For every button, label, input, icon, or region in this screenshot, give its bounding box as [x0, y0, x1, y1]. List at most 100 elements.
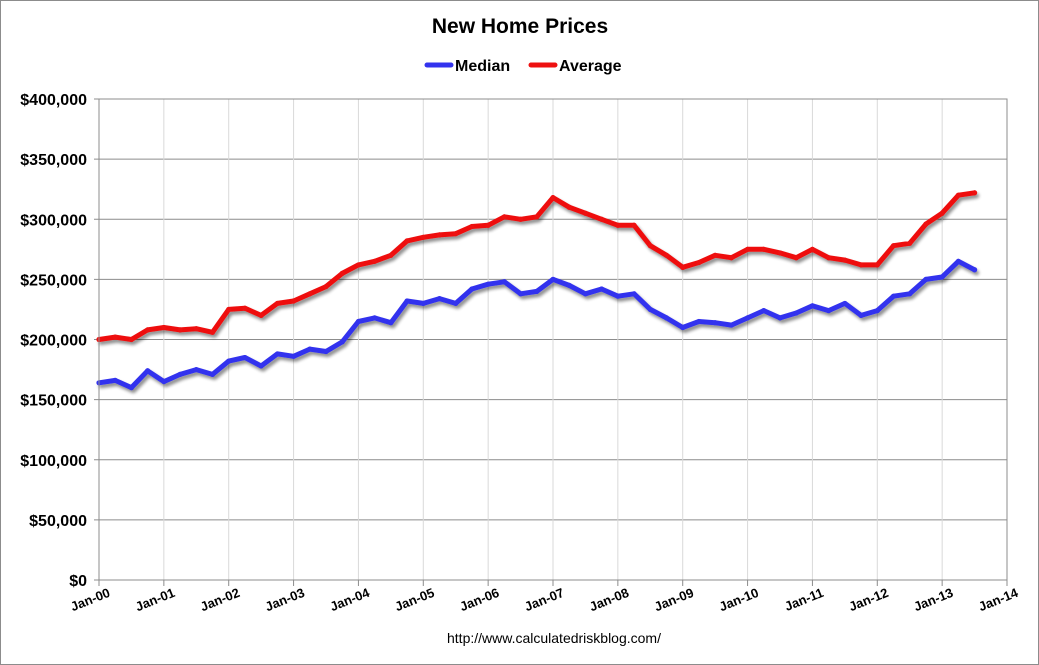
y-tick-label: $300,000: [20, 212, 87, 229]
x-tick-label: Jan-03: [263, 585, 307, 614]
data-point: [388, 252, 394, 258]
x-tick-label: Jan-06: [457, 585, 501, 614]
data-point: [258, 312, 264, 319]
data-point: [226, 306, 232, 313]
x-tick-label: Jan-05: [393, 585, 437, 614]
data-point: [566, 204, 572, 210]
chart-title: New Home Prices: [432, 15, 608, 38]
y-tick-label: $50,000: [29, 513, 87, 530]
data-point: [274, 351, 280, 357]
legend: Median Average: [424, 58, 622, 75]
data-point: [582, 291, 589, 297]
data-point: [599, 286, 605, 292]
data-point: [858, 312, 864, 319]
data-point: [874, 308, 880, 314]
data-point: [517, 216, 524, 222]
data-point: [842, 300, 848, 307]
data-point: [744, 246, 751, 252]
y-tick-label: $400,000: [20, 92, 87, 109]
data-point: [939, 274, 945, 280]
data-point: [955, 258, 961, 264]
data-point: [550, 276, 556, 282]
data-point: [404, 298, 410, 304]
data-point: [680, 264, 686, 270]
data-point: [842, 257, 848, 263]
data-point: [339, 270, 345, 276]
data-point: [761, 308, 767, 314]
data-point: [907, 240, 913, 246]
data-point: [193, 326, 199, 332]
data-point: [453, 231, 459, 237]
data-point: [469, 223, 475, 230]
x-tick-label: Jan-02: [198, 585, 242, 614]
data-point: [728, 322, 734, 328]
data-point: [274, 300, 280, 307]
legend-label-average: Average: [559, 58, 622, 75]
legend-label-median: Median: [455, 58, 510, 75]
data-point: [226, 358, 232, 364]
data-point: [939, 210, 945, 216]
data-point: [209, 329, 216, 335]
data-point: [696, 259, 702, 266]
data-point: [436, 296, 443, 302]
data-point: [534, 214, 540, 220]
data-point: [323, 348, 329, 355]
series-median: [96, 258, 978, 391]
data-point: [744, 315, 751, 321]
data-point: [242, 305, 248, 311]
x-tick-label: Jan-12: [847, 585, 891, 614]
data-point: [469, 286, 475, 292]
data-point: [793, 310, 799, 316]
data-point: [372, 258, 378, 264]
y-tick-label: $350,000: [20, 152, 87, 169]
data-point: [453, 300, 459, 307]
data-point: [420, 234, 426, 240]
data-point: [501, 214, 507, 220]
x-tick-label: Jan-08: [587, 585, 631, 614]
data-point: [793, 255, 799, 261]
data-point: [372, 315, 378, 321]
data-point: [777, 250, 783, 256]
plot-area-border: [98, 98, 1008, 581]
data-point: [128, 385, 135, 391]
x-tick-label: Jan-14: [976, 585, 1021, 615]
data-point: [890, 293, 897, 299]
x-tick-label: Jan-13: [911, 585, 955, 614]
data-point: [339, 339, 345, 345]
x-tick-label: Jan-01: [133, 585, 177, 614]
data-point: [712, 252, 718, 258]
data-point: [307, 346, 313, 352]
data-point: [582, 210, 589, 216]
data-point: [534, 288, 540, 294]
data-point: [615, 222, 621, 228]
data-point: [209, 371, 216, 377]
data-point: [599, 216, 605, 222]
x-tick-label: Jan-10: [717, 585, 761, 614]
y-tick-label: $200,000: [20, 333, 87, 350]
data-point: [923, 221, 929, 227]
y-tick-label: $100,000: [20, 453, 87, 470]
x-tick-label: Jan-09: [652, 585, 696, 614]
series-average: [96, 190, 978, 343]
data-point: [161, 324, 167, 331]
data-point: [145, 368, 151, 374]
source-url: http://www.calculatedriskblog.com/: [447, 630, 661, 646]
y-axis-ticks: $0 $50,000 $100,000 $150,000 $200,000 $250,00…: [20, 92, 99, 590]
data-point: [436, 232, 443, 238]
data-point: [858, 262, 864, 268]
data-point: [485, 222, 491, 228]
data-point: [307, 291, 313, 297]
x-tick-label: Jan-11: [782, 585, 825, 614]
data-point: [161, 378, 167, 385]
data-point: [501, 279, 507, 285]
data-point: [177, 371, 183, 377]
data-point: [955, 192, 961, 198]
data-point: [258, 363, 264, 369]
data-point: [647, 306, 653, 313]
data-point: [728, 255, 734, 261]
data-point: [761, 246, 767, 252]
data-point: [680, 324, 686, 331]
data-point: [128, 336, 135, 343]
gridlines: [98, 98, 1008, 581]
